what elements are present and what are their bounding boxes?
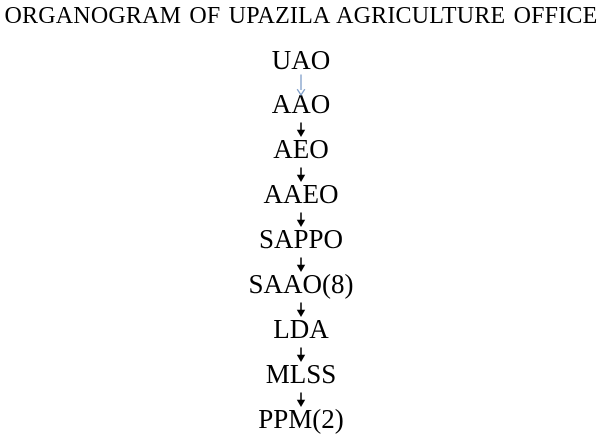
node-aaeo: AAEO — [263, 179, 339, 209]
page-title: ORGANOGRAM OF UPAZILA AGRICULTURE OFFICE — [4, 3, 598, 29]
node-uao: UAO — [271, 45, 331, 75]
node-ppm: PPM(2) — [258, 404, 344, 434]
connector-arrow-aaeo-sappo — [296, 212, 306, 227]
node-mlss: MLSS — [265, 359, 337, 389]
connector-arrow-aeo-aaeo — [296, 167, 306, 182]
node-saao: SAAO(8) — [248, 269, 354, 299]
node-sappo: SAPPO — [258, 224, 344, 254]
connector-arrow-uao-aao — [296, 74, 306, 96]
connector-arrow-mlss-ppm — [296, 392, 306, 407]
connector-arrow-lda-mlss — [296, 347, 306, 362]
node-aeo: AEO — [273, 134, 329, 164]
node-lda: LDA — [273, 314, 329, 344]
connector-arrow-aao-aeo — [296, 122, 306, 137]
connector-arrow-sappo-saao — [296, 257, 306, 272]
connector-arrow-saao-lda — [296, 302, 306, 317]
